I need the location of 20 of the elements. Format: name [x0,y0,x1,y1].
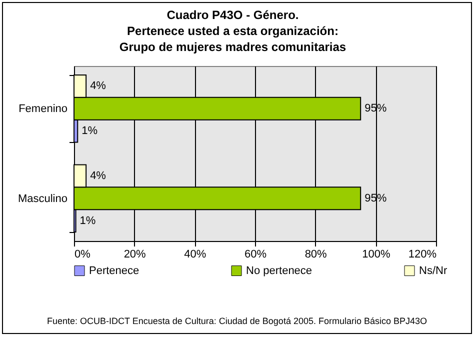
data-label: 4% [90,80,106,92]
x-tick-label: 80% [304,248,328,260]
source-note: Fuente: OCUB-IDCT Encuesta de Cultura: Ciudad de Bogotá 2005. Formulario Básico BPJ43O [46,316,428,326]
text: Cuadro P43O - Género. [166,8,299,22]
data-label: 4% [90,170,106,182]
legend-label: Ns/Nr [419,264,448,277]
x-tick-label: 20% [124,248,146,260]
data-label: 1% [80,214,96,227]
x-tick-label: 0% [74,248,91,260]
data-label: 1% [82,125,98,138]
x-tick-label: 40% [184,248,206,260]
legend-label: No pertenece [246,264,312,277]
text: Grupo de mujeres madres comunitarias [119,40,346,54]
text: Pertenece usted a esta organización: [127,24,338,38]
x-tick-label: 120% [408,248,437,260]
y-tick-label: Femenino [18,103,68,116]
x-tick-label: 60% [244,248,267,260]
y-tick-label: Masculino [18,192,68,205]
x-tick-label: 100% [362,248,390,260]
legend-label: Pertenece [89,264,140,277]
